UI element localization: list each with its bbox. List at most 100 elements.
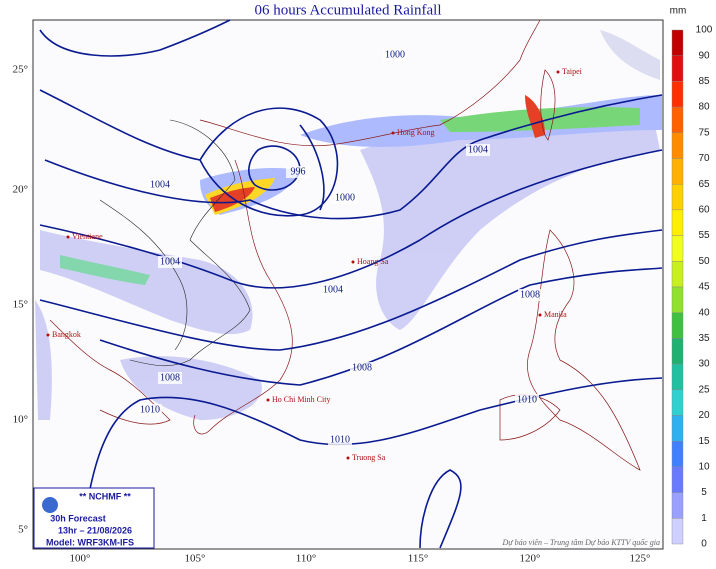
place-label: Hong Kong: [397, 128, 435, 137]
lon-label: 100°: [70, 553, 91, 565]
lat-label: 25°: [13, 64, 28, 76]
info-time: 13hr – 21/08/2026: [58, 525, 132, 535]
legend-label: 45: [698, 282, 710, 293]
place-dot: [351, 260, 355, 264]
legend-label: 75: [698, 127, 710, 138]
legend-label: 100: [696, 25, 713, 36]
legend-label: 70: [698, 153, 710, 164]
legend-swatch: [671, 29, 684, 56]
legend-swatch: [671, 81, 684, 108]
place-label: Manila: [544, 310, 567, 319]
legend-swatch: [671, 466, 684, 493]
legend-swatch: [671, 363, 684, 391]
place-label: Truong Sa: [352, 453, 386, 462]
isobar-label-bg: [383, 49, 407, 61]
legend-label: 35: [698, 333, 710, 344]
lat-label: 15°: [13, 299, 28, 311]
isobar-label: 1000: [385, 49, 405, 60]
legend-swatch: [671, 55, 684, 82]
legend-label: 30: [698, 359, 710, 370]
isobar-label-bg: [148, 179, 172, 191]
place-label: Vientiane: [72, 232, 103, 241]
legend-label: 60: [698, 205, 710, 216]
legend-label: 40: [698, 307, 710, 318]
legend-label: 5: [701, 487, 707, 498]
legend-label: 0: [701, 539, 707, 550]
place-dot: [266, 398, 270, 402]
place-label: Bangkok: [52, 330, 81, 339]
legend-label: 90: [698, 50, 710, 61]
legend-swatch: [671, 441, 684, 468]
isobar-label: 1010: [140, 404, 160, 415]
place-dot: [346, 456, 350, 460]
legend-label: 15: [698, 436, 710, 447]
place-label: Hoang Sa: [357, 257, 389, 266]
lon-label: 110°: [296, 553, 317, 565]
isobar-label-bg: [321, 284, 345, 296]
credit: Dự báo viên – Trung tâm Dự báo KTTV quốc…: [502, 538, 660, 547]
lon-label: 115°: [408, 553, 429, 565]
legend-swatch: [671, 209, 684, 236]
legend-swatch: [671, 158, 684, 185]
isobar-label: 1008: [160, 372, 180, 383]
map-frame: [32, 19, 664, 550]
place-dot: [391, 131, 395, 135]
legend-label: 65: [698, 179, 710, 190]
legend-label: 1: [701, 513, 707, 524]
isobar-label: 1004: [150, 179, 170, 190]
info-model: Model: WRF3KM-IFS: [46, 537, 134, 547]
lon-label: 125°: [630, 553, 651, 565]
isobar-label-bg: [518, 289, 542, 301]
isobar-label-bg: [158, 256, 182, 268]
legend-label: 50: [698, 256, 710, 267]
isobar-label-bg: [328, 434, 352, 446]
lat-label: 5°: [18, 524, 28, 536]
legend-swatch: [671, 389, 684, 416]
place-dot: [538, 313, 542, 317]
place-dot: [556, 70, 560, 74]
legend-swatch: [671, 183, 684, 211]
isobar-label-bg: [158, 372, 182, 384]
legend-swatch: [671, 492, 684, 519]
info-forecast: 30h Forecast: [50, 513, 106, 523]
isobar-label-bg: [466, 144, 490, 156]
legend-unit: mm: [670, 6, 687, 17]
isobar-label-bg: [138, 404, 162, 416]
isobar-label-bg: [350, 362, 374, 374]
isobar-label: 1004: [160, 256, 180, 267]
legend-label: 20: [698, 410, 710, 421]
lon-label: 105°: [185, 553, 206, 565]
place-label: Ho Chi Minh City: [272, 395, 330, 404]
legend-swatch: [671, 518, 684, 545]
legend-label: 55: [698, 230, 710, 241]
info-box: ** NCHMF ** 30h Forecast 13hr – 21/08/20…: [33, 487, 155, 549]
isobar-label: 1010: [330, 434, 350, 445]
isobar-label: 1004: [323, 284, 343, 295]
legend-swatch: [671, 261, 684, 288]
legend-label: 25: [698, 384, 710, 395]
isobar-label: 1008: [520, 289, 540, 300]
legend-label: 10: [698, 462, 710, 473]
isobar-label-bg: [333, 192, 357, 204]
lon-label: 120°: [520, 553, 541, 565]
place-dot: [66, 235, 70, 239]
isobar-label: 1004: [468, 144, 488, 155]
isobar-label: 996: [291, 166, 306, 177]
isobar-label: 1010: [517, 394, 537, 405]
isobar-label-bg: [515, 394, 539, 406]
info-org: ** NCHMF **: [79, 491, 131, 501]
isobar-label: 1000: [335, 192, 355, 203]
legend-label: 85: [698, 76, 710, 87]
legend-swatch: [671, 235, 684, 262]
legend-swatch: [671, 415, 684, 442]
place-dot: [46, 333, 50, 337]
isobar-label: 1008: [352, 362, 372, 373]
map-title: 06 hours Accumulated Rainfall: [254, 2, 441, 18]
legend-swatch: [671, 286, 684, 313]
place-label: Taipei: [562, 67, 583, 76]
lat-label: 10°: [13, 414, 28, 426]
legend-swatch: [671, 132, 684, 159]
isobar-label-bg: [286, 166, 310, 178]
legend-swatch: [671, 312, 684, 339]
